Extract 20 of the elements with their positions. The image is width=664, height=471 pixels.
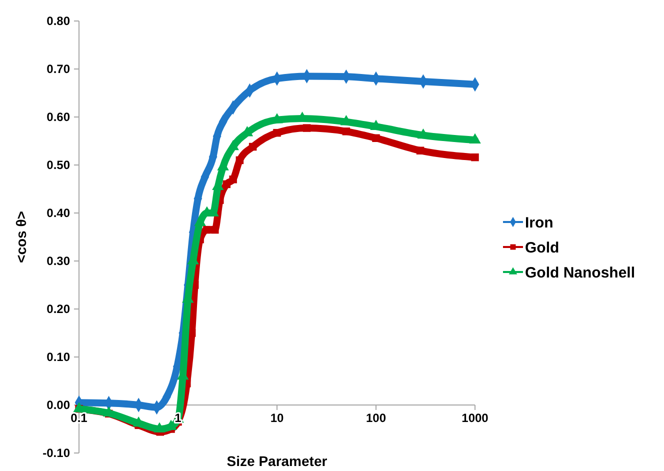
y-tick-label: 0.10: [46, 350, 70, 364]
x-axis-title: Size Parameter: [226, 453, 328, 469]
legend-label: Gold: [525, 239, 560, 256]
x-tick-label: 0.1: [70, 411, 88, 425]
legend-label: Gold Nanoshell: [525, 264, 636, 282]
y-tick-label: 0.80: [46, 14, 70, 28]
y-tick-label: 0.20: [46, 302, 70, 316]
y-axis-title: <cos θ>: [13, 211, 29, 263]
y-tick-label: 0.30: [46, 254, 70, 268]
y-tick-label: 0.60: [46, 110, 70, 124]
y-tick-label: -0.10: [42, 446, 70, 460]
x-tick-label: 1000: [462, 411, 489, 425]
y-tick-label: 0.70: [46, 62, 70, 76]
y-tick-label: 0.40: [46, 206, 70, 220]
x-tick-label: 100: [366, 411, 386, 425]
x-tick-label: 1: [174, 411, 182, 425]
x-tick-label: 10: [270, 411, 284, 425]
y-tick-label: 0.00: [46, 398, 70, 412]
legend-label: Iron: [525, 214, 554, 232]
y-tick-label: 0.50: [46, 158, 70, 172]
